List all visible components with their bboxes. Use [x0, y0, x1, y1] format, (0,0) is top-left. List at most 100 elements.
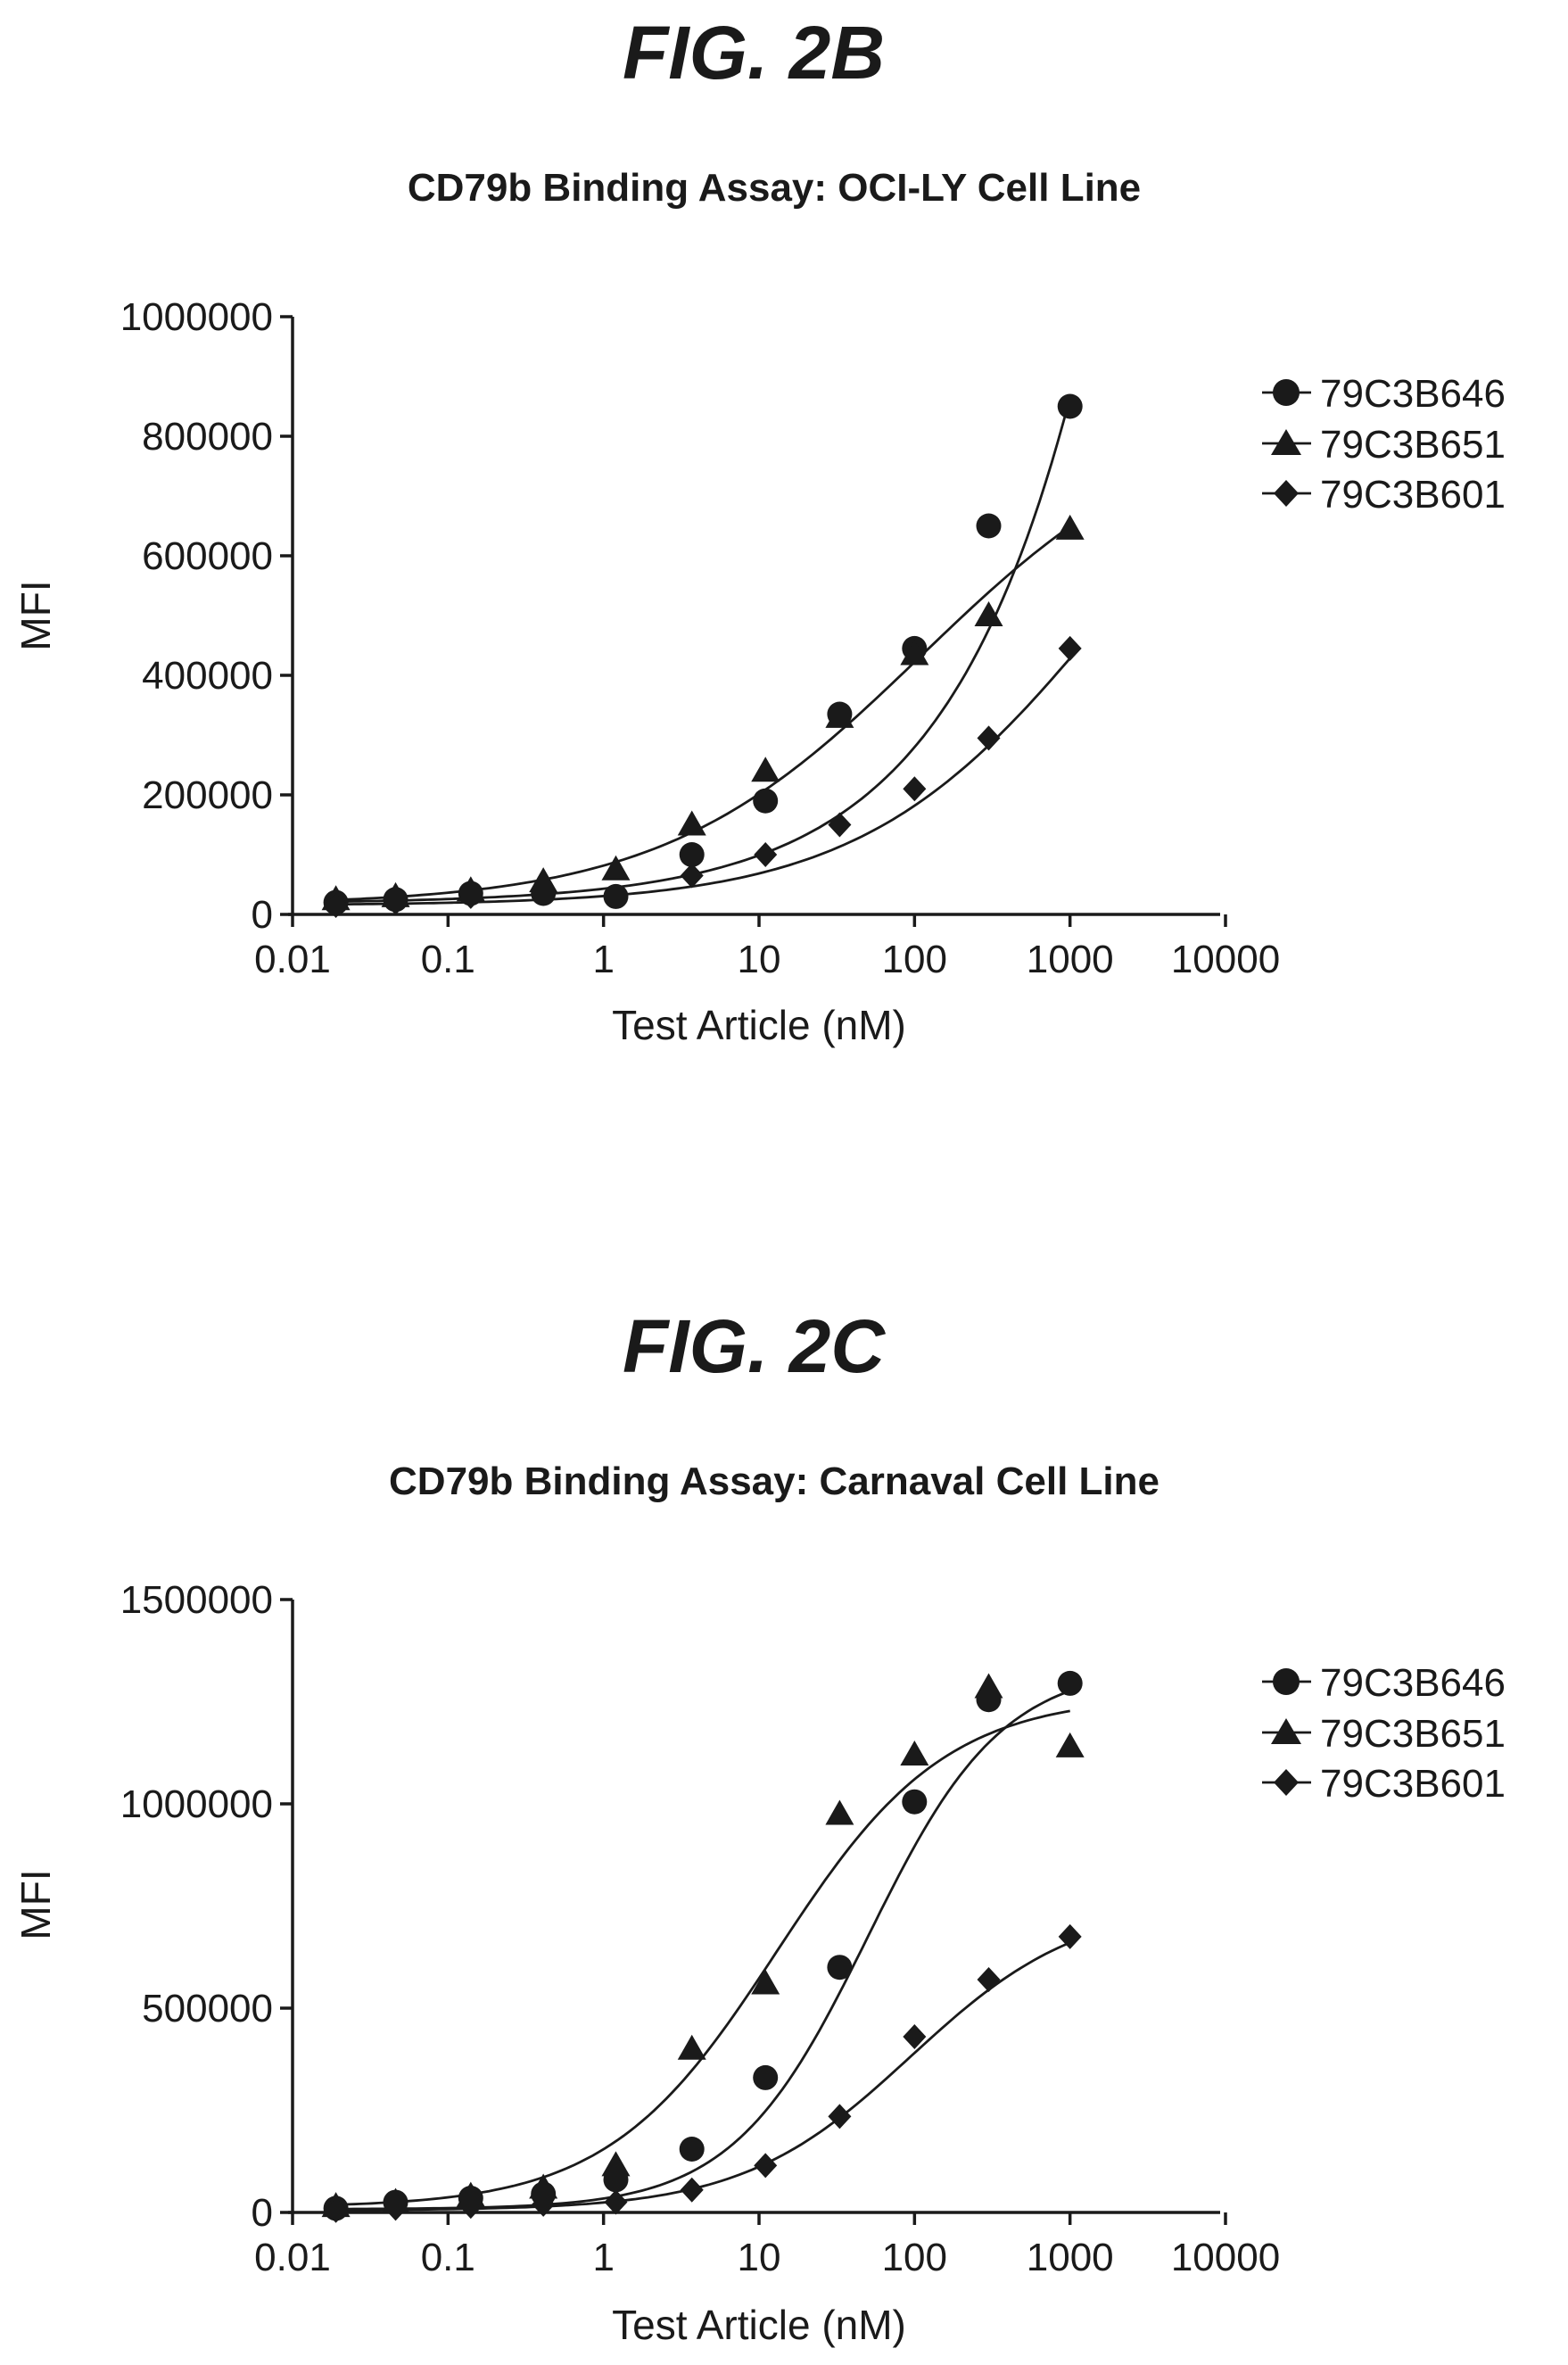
chart-fig-2c: FIG. 2C CD79b Binding Assay: Carnaval Ce…: [12, 1304, 1506, 2348]
y-tick-label: 1000000: [120, 295, 273, 339]
x-tick-label: 0.01: [254, 2236, 331, 2279]
data-point-diamond: [903, 776, 927, 802]
data-point-triangle: [751, 757, 780, 782]
data-point-triangle: [900, 640, 929, 666]
figure-label: FIG. 2C: [623, 1304, 886, 1388]
fit-curve: [335, 1709, 1070, 2206]
data-point-circle: [827, 1955, 853, 1980]
x-ticks: [291, 2212, 1227, 2225]
data-point-diamond: [828, 2104, 852, 2129]
x-tick-label: 10000: [1171, 938, 1280, 981]
data-point-diamond: [680, 863, 704, 889]
data-point-triangle: [751, 1969, 780, 1995]
legend-item: 79C3B646: [1262, 1661, 1506, 1705]
x-tick-label: 0.01: [254, 938, 331, 981]
triangle-marker-icon: [1271, 1718, 1301, 1744]
figure-label: FIG. 2B: [623, 11, 885, 95]
data-point-triangle: [677, 2034, 706, 2060]
data-point-triangle: [900, 1741, 929, 1766]
legend: 79C3B646 79C3B651 79C3B601: [1262, 1661, 1506, 1806]
fit-curve: [335, 1689, 1071, 2211]
data-point-triangle: [1055, 514, 1085, 540]
y-tick-label: 0: [252, 2191, 273, 2235]
legend-label: 79C3B646: [1320, 1661, 1506, 1705]
y-tick-label: 1500000: [120, 1578, 273, 1622]
fit-curve: [335, 657, 1071, 906]
y-tick-label: 500000: [142, 1987, 273, 2030]
circle-marker-icon: [1273, 379, 1300, 406]
data-point-diamond: [828, 812, 852, 838]
data-point-diamond: [754, 2153, 778, 2179]
x-tick-label: 1000: [1027, 938, 1114, 981]
fit-curves: [335, 397, 1072, 906]
y-tick-label: 600000: [142, 534, 273, 578]
chart-title: CD79b Binding Assay: Carnaval Cell Line: [389, 1460, 1159, 1503]
data-point-triangle: [825, 1799, 854, 1825]
x-tick-label: 10: [738, 2236, 781, 2279]
data-point-diamond: [384, 889, 408, 915]
fit-curve: [335, 525, 1071, 902]
data-point-diamond: [604, 2189, 628, 2215]
data-point-circle: [679, 2137, 705, 2162]
data-point-diamond: [324, 892, 348, 918]
data-point-diamond: [680, 2177, 704, 2203]
fit-curves: [335, 1689, 1071, 2212]
data-point-diamond: [532, 878, 556, 904]
chart-fig-2b: FIG. 2B CD79b Binding Assay: OCI-LY Cell…: [12, 11, 1506, 1048]
y-tick-label: 800000: [142, 415, 273, 459]
data-point-triangle: [601, 2151, 631, 2177]
x-tick-label: 100: [882, 938, 947, 981]
data-point-circle: [753, 2064, 779, 2090]
data-point-diamond: [1058, 1923, 1082, 1949]
circle-marker-icon: [1273, 1668, 1300, 1695]
diamond-marker-icon: [1274, 1769, 1299, 1796]
legend: 79C3B646 79C3B651 79C3B601: [1262, 372, 1506, 517]
x-axis-label: Test Article (nM): [612, 2302, 906, 2348]
data-point-diamond: [1058, 635, 1082, 661]
y-axis-label: MFI: [12, 580, 59, 650]
x-tick-label: 10: [738, 938, 781, 981]
data-point-circle: [1057, 1670, 1083, 1696]
data-point-diamond: [384, 2195, 408, 2221]
legend-item: 79C3B651: [1262, 423, 1506, 467]
legend-label: 79C3B651: [1320, 423, 1506, 467]
y-axis-label: MFI: [12, 1869, 59, 1939]
y-ticks: [280, 315, 293, 916]
triangle-marker-icon: [1271, 429, 1301, 455]
data-point-circle: [1057, 393, 1083, 419]
legend-label: 79C3B601: [1320, 1762, 1506, 1806]
legend-label: 79C3B646: [1320, 372, 1506, 416]
y-tick-label: 400000: [142, 654, 273, 698]
x-tick-label: 0.1: [421, 2236, 475, 2279]
legend-item: 79C3B601: [1262, 1762, 1506, 1806]
data-point-triangle: [825, 702, 854, 728]
data-point-triangle: [529, 2173, 558, 2199]
fit-curve: [335, 1941, 1071, 2212]
x-ticks: [291, 914, 1227, 927]
data-point-diamond: [977, 1966, 1001, 1992]
data-markers: [321, 393, 1085, 918]
legend-item: 79C3B651: [1262, 1712, 1506, 1756]
x-tick-label: 1000: [1027, 2236, 1114, 2279]
data-point-triangle: [974, 601, 1003, 626]
data-point-circle: [902, 1789, 928, 1815]
data-point-diamond: [532, 2191, 556, 2217]
data-point-diamond: [977, 725, 1001, 751]
x-tick-label: 10000: [1171, 2236, 1280, 2279]
x-axis-label: Test Article (nM): [612, 1002, 906, 1048]
data-point-triangle: [974, 1673, 1003, 1699]
data-point-circle: [753, 788, 779, 814]
y-tick-label: 200000: [142, 773, 273, 817]
legend-item: 79C3B601: [1262, 473, 1506, 517]
data-point-diamond: [324, 2197, 348, 2223]
chart-title: CD79b Binding Assay: OCI-LY Cell Line: [408, 166, 1141, 210]
legend-item: 79C3B646: [1262, 372, 1506, 416]
legend-label: 79C3B651: [1320, 1712, 1506, 1756]
data-point-triangle: [601, 855, 631, 881]
data-point-diamond: [604, 883, 628, 909]
y-tick-label: 0: [252, 893, 273, 937]
y-ticks: [280, 1598, 293, 2214]
x-tick-label: 100: [882, 2236, 947, 2279]
data-point-diamond: [458, 883, 483, 909]
